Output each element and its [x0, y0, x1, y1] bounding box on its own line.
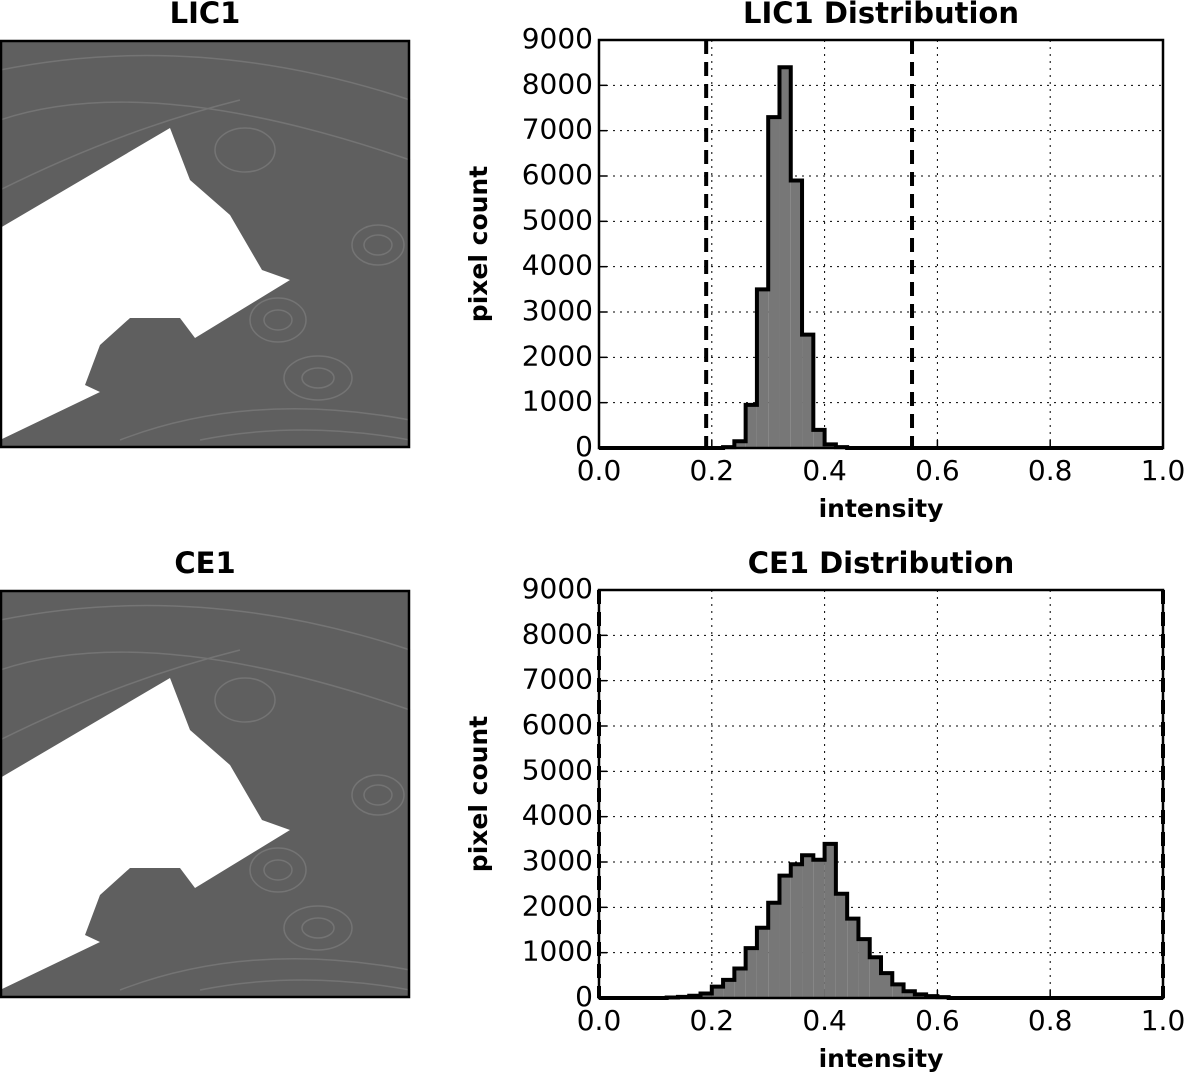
y-tick-label: 3000 [522, 844, 593, 877]
y-tick-label: 3000 [522, 294, 593, 327]
y-tick-label: 2000 [522, 339, 593, 372]
y-tick-label: 9000 [522, 22, 593, 55]
y-tick-label: 8000 [522, 67, 593, 100]
axes-frame [599, 40, 1163, 448]
y-tick-label: 0 [575, 430, 593, 463]
y-tick-label: 4000 [522, 799, 593, 832]
x-axis-label: intensity [819, 1044, 944, 1073]
x-tick-label: 1.0 [1141, 454, 1186, 487]
x-tick-label: 0.4 [802, 454, 847, 487]
y-tick-label: 4000 [522, 249, 593, 282]
x-tick-label: 0.2 [690, 454, 735, 487]
y-tick-label: 1000 [522, 385, 593, 418]
chart-title: CE1 Distribution [748, 546, 1015, 580]
lic1-image [0, 40, 410, 448]
image-title: LIC1 [170, 0, 241, 30]
y-tick-label: 6000 [522, 708, 593, 741]
bar [813, 860, 824, 998]
y-tick-label: 5000 [522, 753, 593, 786]
x-axis-label: intensity [819, 494, 944, 523]
chart-title: LIC1 Distribution [743, 0, 1019, 30]
image-title: CE1 [174, 546, 235, 580]
y-tick-label: 0 [575, 980, 593, 1013]
bar [791, 864, 802, 998]
y-tick-label: 2000 [522, 889, 593, 922]
y-tick-label: 6000 [522, 158, 593, 191]
y-tick-label: 8000 [522, 617, 593, 650]
y-axis-label: pixel count [464, 716, 493, 872]
y-tick-label: 7000 [522, 113, 593, 146]
bar [802, 855, 813, 998]
histogram-outline [599, 67, 1163, 448]
y-axis-label: pixel count [464, 166, 493, 322]
x-tick-label: 0.6 [915, 1004, 960, 1037]
ce1-image [0, 590, 410, 998]
x-tick-label: 1.0 [1141, 1004, 1186, 1037]
axes-frame [599, 590, 1163, 998]
x-tick-label: 0.4 [802, 1004, 847, 1037]
x-tick-label: 0.8 [1028, 454, 1073, 487]
y-tick-label: 7000 [522, 663, 593, 696]
histogram-outline [599, 844, 1163, 998]
x-tick-label: 0.6 [915, 454, 960, 487]
x-tick-label: 0.8 [1028, 1004, 1073, 1037]
y-tick-label: 1000 [522, 935, 593, 968]
x-tick-label: 0.2 [690, 1004, 735, 1037]
y-tick-label: 5000 [522, 203, 593, 236]
y-tick-label: 9000 [522, 572, 593, 605]
